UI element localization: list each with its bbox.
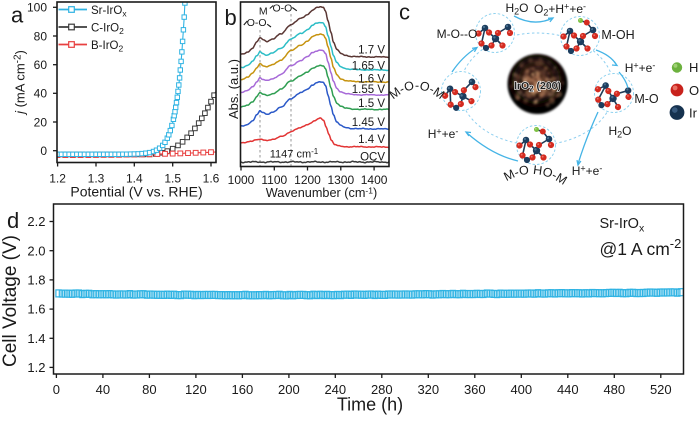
svg-text:M-O--O: M-O--O [437, 27, 478, 41]
svg-text:O-O: O-O [247, 17, 267, 29]
svg-text:1.6: 1.6 [27, 302, 45, 317]
svg-text:60: 60 [34, 58, 48, 72]
svg-text:d: d [7, 208, 19, 233]
svg-text:1147 cm-1: 1147 cm-1 [270, 147, 319, 161]
svg-text:1400: 1400 [361, 173, 388, 187]
svg-text:1.4: 1.4 [27, 331, 45, 346]
svg-text:1.6: 1.6 [203, 172, 220, 186]
svg-text:Wavenumber (cm-1): Wavenumber (cm-1) [266, 186, 377, 201]
svg-text:@1 A cm-2: @1 A cm-2 [600, 236, 682, 259]
svg-text:160: 160 [232, 382, 254, 397]
svg-text:480: 480 [603, 382, 625, 397]
svg-text:Sr-IrOx: Sr-IrOx [600, 216, 645, 235]
svg-text:1.4: 1.4 [126, 172, 143, 186]
svg-text:C-IrO2: C-IrO2 [91, 22, 124, 36]
svg-text:M-O: M-O [634, 92, 659, 106]
svg-text:1.8: 1.8 [27, 273, 45, 288]
svg-text:Sr-IrOx: Sr-IrOx [91, 5, 127, 18]
svg-text:2.0: 2.0 [27, 243, 45, 258]
svg-text:Time (h): Time (h) [337, 395, 403, 415]
svg-text:1.65 V: 1.65 V [352, 60, 386, 72]
svg-text:0: 0 [53, 382, 60, 397]
svg-text:O2+H++e-: O2+H++e- [534, 2, 586, 18]
svg-text:B-IrO2: B-IrO2 [91, 40, 123, 54]
svg-text:Potential (V vs. RHE): Potential (V vs. RHE) [70, 184, 202, 200]
svg-text:M: M [259, 6, 268, 18]
svg-text:1.5 V: 1.5 V [358, 98, 385, 110]
svg-text:1.4 V: 1.4 V [358, 134, 385, 146]
svg-text:2.2: 2.2 [27, 214, 45, 229]
svg-text:c: c [399, 0, 410, 25]
svg-text:Abs. (a.u.): Abs. (a.u.) [226, 59, 241, 119]
svg-text:40: 40 [96, 382, 110, 397]
svg-text:120: 120 [185, 382, 207, 397]
svg-text:400: 400 [510, 382, 532, 397]
svg-text:0: 0 [40, 144, 47, 158]
svg-text:Ir: Ir [689, 106, 698, 121]
svg-text:360: 360 [464, 382, 486, 397]
svg-text:H2O: H2O [608, 124, 631, 140]
svg-text:520: 520 [650, 382, 672, 397]
svg-text:Cell Voltage (V): Cell Voltage (V) [0, 235, 21, 367]
svg-text:240: 240 [324, 382, 346, 397]
svg-text:280: 280 [371, 382, 393, 397]
svg-text:H++e-: H++e- [625, 61, 656, 76]
svg-text:b: b [225, 5, 237, 30]
svg-text:1000: 1000 [228, 173, 255, 187]
svg-text:1300: 1300 [327, 173, 354, 187]
svg-text:H++e-: H++e- [428, 127, 459, 142]
svg-text:200: 200 [278, 382, 300, 397]
svg-text:320: 320 [417, 382, 439, 397]
svg-text:1.6 V: 1.6 V [358, 74, 385, 86]
svg-text:1200: 1200 [294, 173, 321, 187]
svg-text:1.55 V: 1.55 V [352, 84, 386, 96]
svg-text:1.45 V: 1.45 V [352, 117, 386, 129]
svg-text:H: H [689, 60, 698, 75]
svg-text:100: 100 [27, 1, 47, 15]
svg-text:H2O: H2O [505, 1, 528, 17]
svg-text:1.2: 1.2 [27, 360, 45, 375]
svg-text:1100: 1100 [261, 173, 287, 187]
svg-text:440: 440 [557, 382, 579, 397]
svg-text:M-OH: M-OH [601, 28, 634, 42]
svg-text:20: 20 [34, 115, 48, 129]
svg-text:1.5: 1.5 [164, 172, 181, 186]
svg-text:O: O [689, 83, 699, 98]
svg-text:80: 80 [34, 29, 48, 43]
svg-text:1.2: 1.2 [49, 172, 66, 186]
svg-text:IrO2 (200): IrO2 (200) [514, 80, 561, 94]
svg-text:j (mA cm-2): j (mA cm-2) [13, 50, 28, 116]
svg-text:1.7 V: 1.7 V [358, 45, 385, 57]
svg-text:a: a [11, 3, 24, 28]
svg-text:O-O: O-O [272, 3, 292, 15]
svg-text:H++e-: H++e- [572, 164, 603, 179]
svg-text:80: 80 [142, 382, 156, 397]
svg-text:40: 40 [34, 87, 48, 101]
svg-text:OCV: OCV [360, 151, 385, 163]
svg-text:1.3: 1.3 [88, 172, 105, 186]
